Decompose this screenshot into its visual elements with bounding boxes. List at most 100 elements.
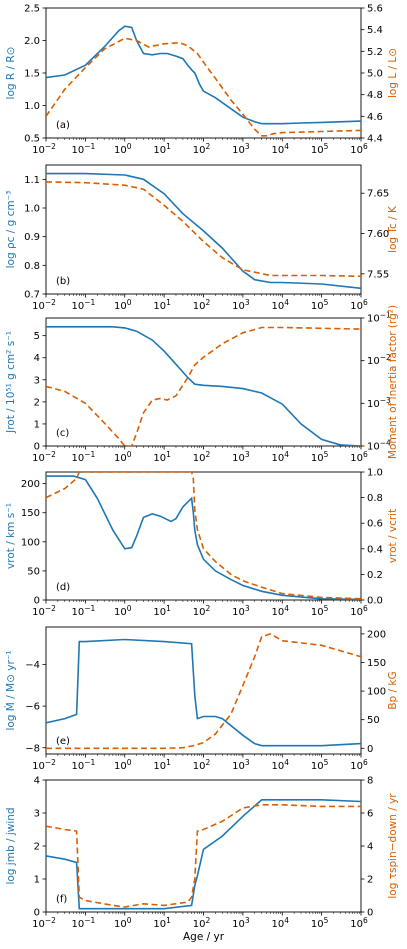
- series-left-line: [46, 172, 361, 290]
- left-tick-label: 2: [34, 397, 40, 408]
- series-left-line: [46, 799, 361, 910]
- panel-tag: (e): [56, 736, 70, 747]
- right-tick-label: 10−4: [367, 439, 391, 453]
- x-tick-label: 10−2: [32, 298, 56, 312]
- x-tick-label: 104: [271, 916, 289, 930]
- x-tick-label: 106: [350, 916, 368, 930]
- x-tick-label: 105: [311, 142, 329, 156]
- x-tick-label: 102: [193, 604, 211, 618]
- x-tick-label: 104: [271, 758, 289, 772]
- x-tick-label: 103: [232, 142, 250, 156]
- right-tick-label: 0.4: [367, 544, 383, 555]
- left-tick-label: 0.8: [24, 261, 40, 272]
- x-tick-label: 103: [232, 298, 250, 312]
- left-tick-label: −4: [25, 660, 40, 671]
- left-tick-label: 1.0: [24, 204, 40, 215]
- right-tick-label: 6: [367, 809, 373, 820]
- left-axis-label: log ρc / g cm⁻³: [5, 191, 17, 269]
- left-tick-label: 5: [34, 331, 40, 342]
- x-tick-label: 102: [193, 450, 211, 464]
- plot-frame: [45, 317, 362, 447]
- x-tick-label: 106: [350, 450, 368, 464]
- left-tick-label: 0.9: [24, 232, 40, 243]
- right-tick-label: 0.6: [367, 519, 383, 530]
- left-tick-label: 3: [34, 809, 40, 820]
- x-tick-label: 101: [153, 916, 171, 930]
- series-left-line: [46, 25, 361, 125]
- right-tick-label: 8: [367, 776, 373, 787]
- x-tick-label: 104: [271, 298, 289, 312]
- right-axis-label: log Tc / K: [387, 205, 399, 253]
- x-axis-label: Age / yr: [183, 931, 225, 943]
- left-tick-label: 2: [34, 842, 40, 853]
- left-tick-label: 0: [34, 442, 40, 453]
- x-tick-label: 10−1: [71, 758, 95, 772]
- left-tick-label: 4: [34, 353, 40, 364]
- series-left-line: [46, 475, 361, 600]
- x-tick-label: 106: [350, 604, 368, 618]
- x-tick-label: 105: [311, 450, 329, 464]
- right-tick-label: 10−1: [367, 311, 391, 325]
- x-tick-label: 102: [193, 298, 211, 312]
- left-tick-label: −6: [25, 702, 40, 713]
- panel-tag: (a): [56, 120, 70, 131]
- left-axis-label: log jmb / jwind: [5, 807, 17, 884]
- x-tick-label: 105: [311, 604, 329, 618]
- x-tick-label: 100: [114, 142, 132, 156]
- left-tick-label: 0.7: [24, 290, 40, 301]
- series-left-line: [46, 326, 361, 446]
- right-tick-label: 0.2: [367, 570, 383, 581]
- left-axis-label: vrot / km s⁻¹: [5, 503, 17, 569]
- left-tick-label: 50: [27, 566, 40, 577]
- right-tick-label: 7.55: [367, 269, 389, 280]
- x-tick-label: 100: [114, 450, 132, 464]
- x-tick-label: 105: [311, 298, 329, 312]
- x-tick-label: 102: [193, 758, 211, 772]
- right-tick-label: 7.60: [367, 229, 389, 240]
- series-right-line: [46, 633, 361, 750]
- panel-2: 10−2 10−1 100 101 102 103 104 105 106 0.7 0.8 0.9 1.…: [5, 164, 399, 312]
- left-axis-label: Jrot / 10⁵¹ g cm² s⁻¹: [5, 331, 17, 434]
- x-tick-label: 106: [350, 758, 368, 772]
- left-tick-label: 0: [34, 908, 40, 919]
- x-tick-label: 10−1: [71, 450, 95, 464]
- x-tick-label: 102: [193, 142, 211, 156]
- x-tick-label: 101: [153, 142, 171, 156]
- left-tick-label: 3: [34, 375, 40, 386]
- x-tick-label: 103: [232, 916, 250, 930]
- right-tick-label: 0: [367, 744, 373, 755]
- left-tick-label: 1: [34, 419, 40, 430]
- series-right-line: [46, 326, 361, 446]
- x-tick-label: 105: [311, 758, 329, 772]
- right-tick-label: 150: [367, 658, 386, 669]
- x-tick-label: 10−2: [32, 450, 56, 464]
- panel-5: 10−2 10−1 100 101 102 103 104 105 106 −8 −6 −4 0 50 10…: [4, 626, 399, 772]
- panel-tag: (f): [56, 894, 67, 905]
- x-tick-label: 100: [114, 916, 132, 930]
- x-tick-label: 101: [153, 450, 171, 464]
- x-tick-label: 10−2: [32, 758, 56, 772]
- left-tick-label: 2.5: [24, 4, 40, 15]
- x-tick-label: 10−1: [71, 298, 95, 312]
- x-tick-label: 10−2: [32, 604, 56, 618]
- right-tick-label: 10−2: [367, 353, 391, 367]
- series-left-line: [46, 638, 361, 747]
- x-tick-label: 101: [153, 758, 171, 772]
- plot-frame: [45, 7, 362, 139]
- right-axis-label: log L / L⊙: [387, 48, 399, 98]
- right-tick-label: 0.0: [367, 596, 383, 607]
- series-right-line: [46, 181, 361, 278]
- left-tick-label: 1.1: [24, 175, 40, 186]
- right-axis-label: vrot / vcrit: [387, 509, 399, 563]
- right-tick-label: 2: [367, 875, 373, 886]
- right-tick-label: 5.4: [367, 25, 383, 36]
- right-axis-label: Moment of inertia factor (rg²): [387, 305, 399, 459]
- x-tick-label: 10−2: [32, 142, 56, 156]
- left-tick-label: 100: [21, 537, 40, 548]
- right-tick-label: 4.6: [367, 112, 383, 123]
- right-tick-label: 0: [367, 908, 373, 919]
- series-right-line: [46, 37, 361, 137]
- left-tick-label: −8: [25, 743, 40, 754]
- right-tick-label: 1.0: [367, 468, 383, 479]
